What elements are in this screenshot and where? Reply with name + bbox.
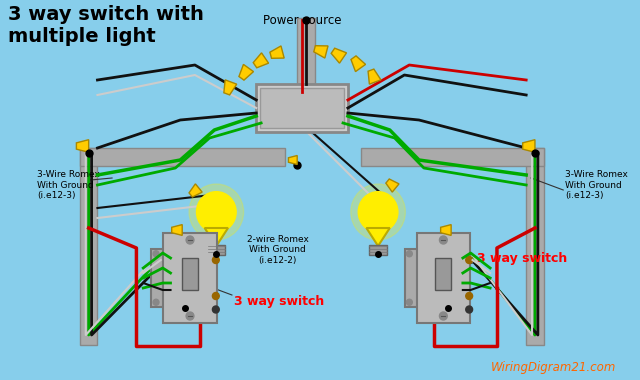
Circle shape (406, 299, 412, 305)
Polygon shape (331, 48, 346, 63)
Circle shape (212, 256, 220, 263)
Text: WiringDigram21.com: WiringDigram21.com (490, 361, 616, 374)
Circle shape (153, 299, 159, 305)
Circle shape (186, 236, 194, 244)
Bar (435, 258, 451, 290)
Circle shape (351, 184, 405, 240)
Bar (80, 148, 97, 345)
Bar (369, 245, 387, 255)
Polygon shape (253, 53, 269, 68)
Polygon shape (351, 56, 365, 71)
Polygon shape (386, 179, 399, 192)
Bar (256, 84, 348, 132)
Polygon shape (314, 46, 328, 58)
Text: 3 way switch with
multiple light: 3 way switch with multiple light (8, 5, 204, 46)
Circle shape (197, 192, 236, 232)
Polygon shape (366, 228, 390, 246)
Bar (151, 249, 191, 307)
Polygon shape (270, 46, 284, 58)
Text: 2-wire Romex
With Ground
(i.e12-2): 2-wire Romex With Ground (i.e12-2) (247, 235, 308, 265)
Text: 3-Wire Romex
With Ground
(i.e12-3): 3-Wire Romex With Ground (i.e12-3) (565, 170, 628, 200)
Polygon shape (523, 140, 535, 152)
Bar (297, 18, 315, 84)
Circle shape (212, 306, 220, 313)
Polygon shape (224, 80, 237, 95)
Polygon shape (172, 225, 182, 235)
Bar (163, 233, 217, 323)
Circle shape (186, 312, 194, 320)
Bar (182, 258, 198, 290)
Text: 3 way switch: 3 way switch (477, 252, 568, 265)
Bar (417, 233, 470, 323)
Polygon shape (368, 69, 381, 84)
Bar (526, 148, 544, 345)
Circle shape (466, 293, 472, 299)
Circle shape (440, 312, 447, 320)
Polygon shape (189, 184, 202, 197)
Polygon shape (239, 64, 253, 80)
Bar (207, 245, 225, 255)
Bar (80, 148, 285, 166)
Bar (360, 148, 544, 166)
Text: Power source: Power source (263, 14, 341, 27)
Circle shape (440, 236, 447, 244)
Text: 3 way switch: 3 way switch (234, 295, 324, 308)
Bar (404, 249, 445, 307)
Circle shape (358, 192, 397, 232)
Circle shape (406, 251, 412, 257)
Bar (260, 88, 344, 128)
Circle shape (189, 184, 244, 240)
Polygon shape (76, 140, 89, 152)
Circle shape (153, 251, 159, 257)
Text: 3-Wire Romex
With Ground
(i.e12-3): 3-Wire Romex With Ground (i.e12-3) (37, 170, 100, 200)
Polygon shape (205, 228, 228, 246)
Circle shape (212, 293, 220, 299)
Circle shape (466, 256, 472, 263)
Polygon shape (289, 155, 297, 165)
Polygon shape (440, 225, 451, 235)
Circle shape (466, 306, 472, 313)
